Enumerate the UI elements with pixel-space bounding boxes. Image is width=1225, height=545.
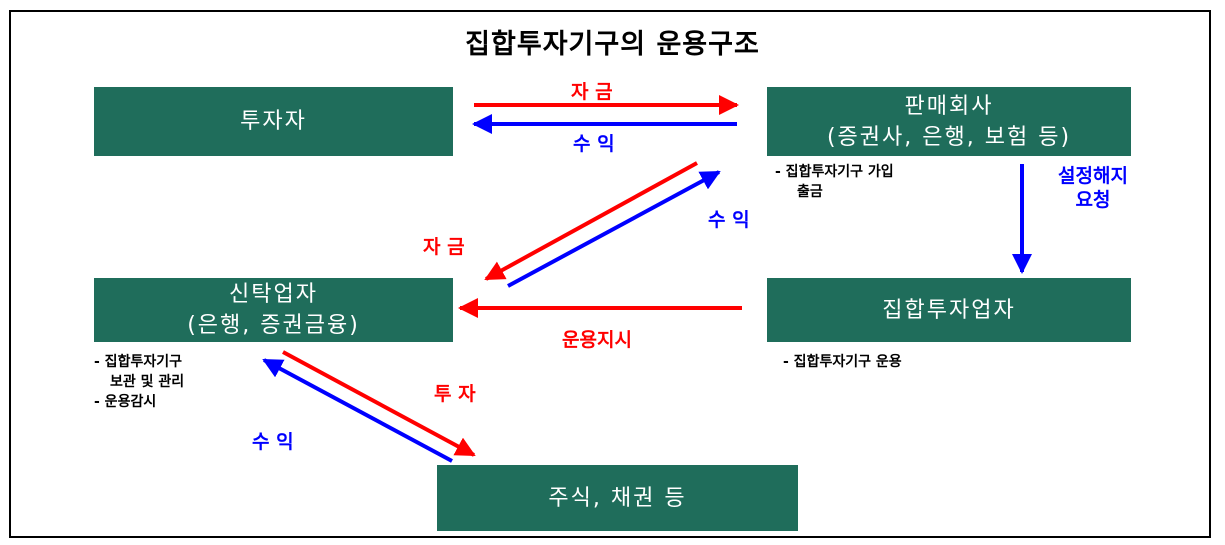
note-distributor-line2: 출금 [797,184,823,200]
label-setup-request-line2: 요청 [1075,189,1111,211]
note-trustee-line2: 보관 및 관리 [110,374,185,390]
note-trustee-line1: - 집합투자기구 [94,354,182,370]
box-trustee: 신탁업자 (은행, 증권금융) [94,278,453,342]
note-manager-line1: - 집합투자기구 운용 [783,354,902,370]
diagram-title: 집합투자기구의 운용구조 [465,29,760,60]
label-instruction: 운용지시 [562,329,632,351]
box-distributor-label: 판매회사 [904,93,994,119]
box-trustee-sublabel: (은행, 증권금융) [187,313,360,338]
arrow-funds-distributor-to-trustee [484,161,698,281]
label-invest: 투 자 [434,383,476,405]
label-funds-diagonal: 자 금 [423,236,465,258]
arrow-returns-trustee-to-distributor [507,170,721,288]
note-trustee: - 집합투자기구 보관 및 관리 - 운용감시 [94,352,184,412]
box-assets: 주식, 채권 등 [437,465,798,531]
label-returns-bottom: 수 익 [252,431,294,453]
box-manager: 집합투자업자 [767,278,1131,342]
box-assets-label: 주식, 채권 등 [548,485,687,511]
arrow-invest-trustee-to-assets [282,350,476,457]
note-distributor-line1: - 집합투자기구 가입 [775,164,894,180]
note-trustee-line3: - 운용감시 [94,394,157,410]
label-setup-request: 설정해지 요청 [1058,164,1128,212]
label-returns-diagonal: 수 익 [708,209,750,231]
label-funds-top: 자 금 [571,81,613,103]
note-manager: - 집합투자기구 운용 [783,352,902,372]
box-distributor-sublabel: (증권사, 은행, 보험 등) [826,124,1072,150]
box-investor: 투자자 [94,87,453,156]
box-investor-label: 투자자 [240,109,307,134]
box-manager-label: 집합투자업자 [882,297,1016,323]
arrow-returns-assets-to-trustee [262,358,453,463]
box-distributor: 판매회사 (증권사, 은행, 보험 등) [767,87,1131,156]
note-distributor: - 집합투자기구 가입 출금 [775,162,894,202]
label-setup-request-line1: 설정해지 [1058,165,1128,187]
box-trustee-label: 신탁업자 [229,282,318,307]
label-returns-top: 수 익 [573,133,615,155]
